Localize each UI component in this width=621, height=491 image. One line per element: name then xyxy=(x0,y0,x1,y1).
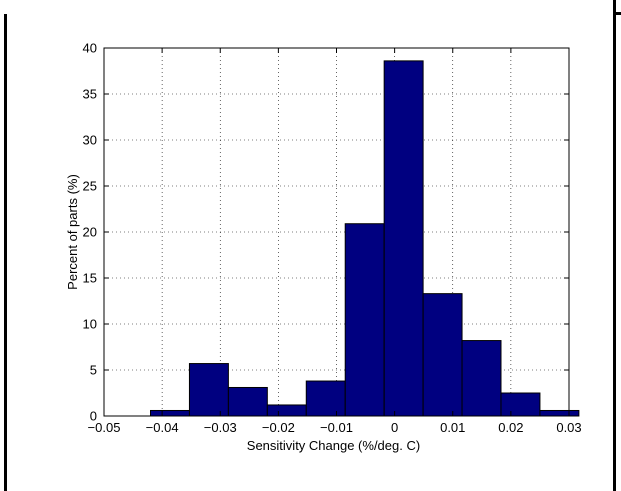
ticks-layer: −0.05 −0.04 −0.03 −0.02 −0.01 0 0.01 0.02 0.03 0 5… xyxy=(83,41,582,436)
histogram-bar xyxy=(422,293,463,417)
histogram-bar xyxy=(500,392,541,417)
frame-border-left xyxy=(4,14,7,491)
x-tick-label: −0.01 xyxy=(320,420,353,435)
x-tick-label: −0.05 xyxy=(88,420,121,435)
y-tick-label: 30 xyxy=(83,133,97,148)
histogram-bar xyxy=(461,340,502,417)
histogram-bar xyxy=(344,223,385,417)
histogram-bar xyxy=(305,380,346,417)
x-tick-label: 0 xyxy=(391,420,398,435)
x-axis-label: Sensitivity Change (%/deg. C) xyxy=(247,438,420,453)
x-tick-label: −0.03 xyxy=(204,420,237,435)
y-tick-label: 5 xyxy=(90,363,97,378)
y-tick-label: 15 xyxy=(83,271,97,286)
y-tick-label: 25 xyxy=(83,179,97,194)
frame-border-right xyxy=(613,0,616,491)
histogram-bar xyxy=(227,386,268,417)
y-axis-label: Percent of parts (%) xyxy=(65,174,80,290)
y-tick-label: 10 xyxy=(83,317,97,332)
y-tick-label: 20 xyxy=(83,225,97,240)
x-tick-label: 0.02 xyxy=(498,420,523,435)
histogram-bar xyxy=(539,409,580,417)
bars-layer xyxy=(150,60,580,417)
y-tick-label: 0 xyxy=(90,409,97,424)
histogram-bar xyxy=(383,60,424,417)
x-tick-label: −0.04 xyxy=(146,420,179,435)
x-tick-label: 0.01 xyxy=(440,420,465,435)
histogram-bar xyxy=(150,409,190,417)
histogram-bar xyxy=(188,363,229,417)
x-tick-label: 0.03 xyxy=(556,420,581,435)
histogram-bar xyxy=(266,404,307,417)
frame-border-top xyxy=(613,12,621,15)
y-tick-label: 35 xyxy=(83,87,97,102)
y-tick-label: 40 xyxy=(83,41,97,56)
x-tick-label: −0.02 xyxy=(262,420,295,435)
